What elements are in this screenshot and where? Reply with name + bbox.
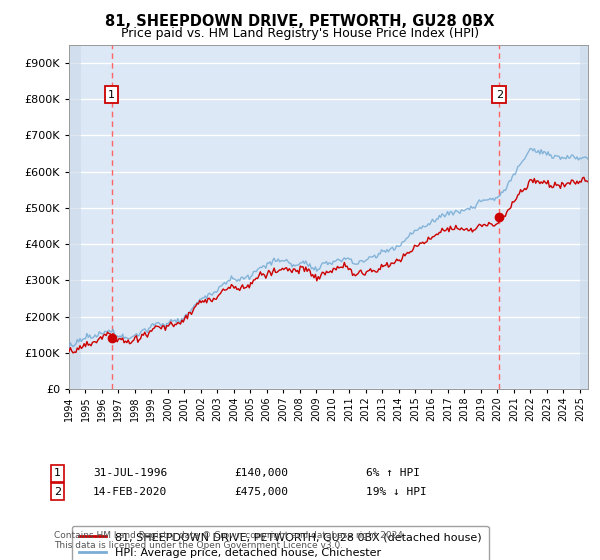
Bar [580, 45, 588, 389]
Text: 6% ↑ HPI: 6% ↑ HPI [366, 468, 420, 478]
Bar [69, 45, 82, 389]
Text: 1: 1 [108, 90, 115, 100]
Text: 81, SHEEPDOWN DRIVE, PETWORTH, GU28 0BX: 81, SHEEPDOWN DRIVE, PETWORTH, GU28 0BX [105, 14, 495, 29]
Legend: 81, SHEEPDOWN DRIVE, PETWORTH, GU28 0BX (detached house), HPI: Average price, de: 81, SHEEPDOWN DRIVE, PETWORTH, GU28 0BX … [72, 526, 488, 560]
Text: £140,000: £140,000 [234, 468, 288, 478]
Text: 2: 2 [496, 90, 503, 100]
Text: £475,000: £475,000 [234, 487, 288, 497]
Text: 2: 2 [54, 487, 61, 497]
Text: Price paid vs. HM Land Registry's House Price Index (HPI): Price paid vs. HM Land Registry's House … [121, 27, 479, 40]
Text: 1: 1 [54, 468, 61, 478]
Text: Contains HM Land Registry data © Crown copyright and database right 2024.
This d: Contains HM Land Registry data © Crown c… [54, 531, 406, 550]
Text: 19% ↓ HPI: 19% ↓ HPI [366, 487, 427, 497]
Text: 31-JUL-1996: 31-JUL-1996 [93, 468, 167, 478]
Text: 14-FEB-2020: 14-FEB-2020 [93, 487, 167, 497]
